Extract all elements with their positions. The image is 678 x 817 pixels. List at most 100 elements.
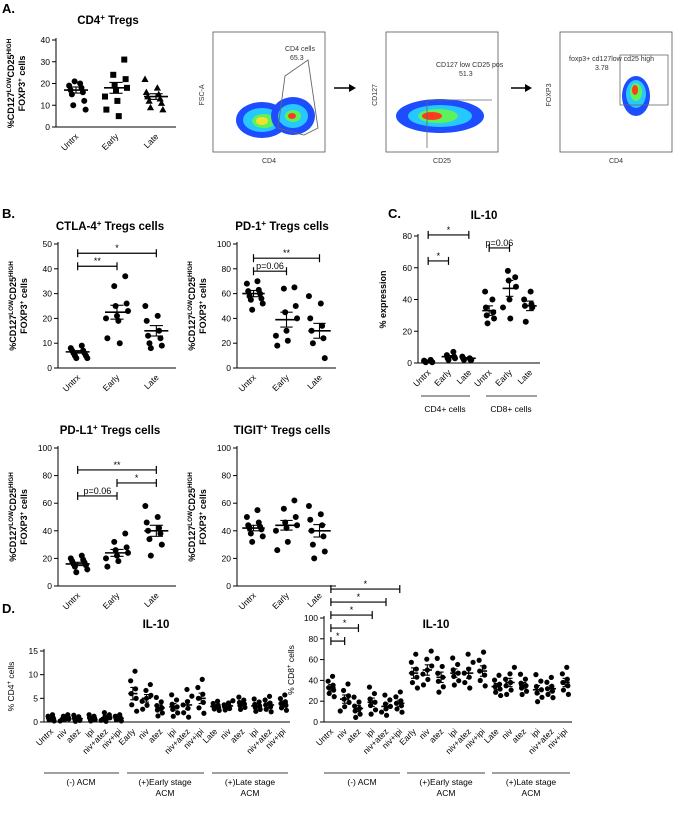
y-axis-label: %CD127LOWCD25HIGH: [8, 472, 19, 562]
data-point: [325, 678, 331, 684]
data-point: [305, 502, 312, 509]
chart-title: IL-10: [143, 619, 170, 631]
x-tick-label: Untrx: [61, 372, 83, 394]
data-point: [129, 702, 135, 708]
flow-plot-3-xlabel: CD4: [609, 158, 623, 165]
data-point: [317, 300, 324, 307]
data-point: [169, 692, 175, 698]
data-point: [311, 555, 318, 562]
data-point: [450, 348, 457, 355]
data-point: [142, 88, 150, 95]
data-point: [564, 664, 570, 670]
chart-A_cd4_tregs: CD4+ Tregs 0 10 20 30 40 %CD127LOWCD25HIGHFOXP…: [6, 13, 176, 153]
data-point: [451, 673, 457, 679]
y-tick-label: 40: [43, 264, 53, 274]
data-point: [366, 684, 373, 690]
flow-plot-1-ylabel: FSC-A: [199, 84, 206, 105]
flow-plot-3: FOXP3 CD4 foxp3+ cd127low cd25 high 3.78: [546, 31, 673, 165]
data-point: [201, 710, 207, 716]
y-tick-label: 60: [309, 655, 319, 665]
data-point: [184, 686, 190, 693]
data-point: [111, 82, 118, 89]
sig-label: *: [343, 618, 347, 628]
data-point: [482, 288, 489, 295]
group-label-late-right-1: (+)Late stage: [506, 777, 557, 787]
y-tick-label: 60: [222, 498, 232, 508]
y-tick-label: 80: [43, 471, 53, 481]
data-point: [477, 677, 483, 684]
data-point: [522, 676, 529, 682]
flow-plot-2-ylabel: CD127: [372, 84, 379, 106]
data-point: [337, 708, 343, 714]
x-tick-label: Early: [270, 590, 291, 611]
data-point: [102, 93, 108, 100]
y-tick-label: 100: [217, 443, 231, 453]
data-point: [284, 538, 291, 545]
data-point: [527, 288, 534, 295]
data-point: [368, 711, 374, 717]
data-point: [116, 340, 123, 347]
data-point: [115, 113, 122, 120]
x-tick-label: atez: [344, 726, 362, 744]
panel-label-c: C.: [388, 206, 401, 221]
data-point: [511, 664, 518, 670]
data-point: [122, 273, 129, 280]
data-point: [371, 690, 378, 697]
data-point: [146, 103, 155, 111]
data-point: [104, 335, 111, 342]
data-point: [387, 697, 393, 703]
data-point: [139, 698, 145, 704]
data-point: [434, 655, 440, 661]
flow-arrow-2: [511, 84, 532, 92]
data-point: [153, 84, 161, 91]
data-point: [132, 668, 138, 674]
data-point: [450, 655, 456, 661]
x-tick-label: Late: [305, 590, 324, 609]
data-point: [455, 661, 461, 668]
data-point: [185, 714, 192, 720]
data-point: [518, 685, 525, 691]
x-tick-label: atez: [64, 726, 82, 744]
data-point: [101, 709, 108, 716]
data-point: [103, 106, 110, 113]
data-point: [214, 698, 221, 704]
data-point: [352, 708, 358, 714]
y-tick-label: 40: [309, 675, 319, 685]
data-point: [462, 679, 468, 686]
data-point: [104, 563, 111, 570]
y-tick-label: 0: [47, 363, 52, 373]
data-point: [549, 683, 555, 689]
y-tick-label: 80: [403, 231, 413, 241]
y-tick-label: 5: [33, 693, 38, 703]
data-point: [294, 315, 301, 322]
x-tick-label: Untrx: [61, 590, 83, 612]
chart-title: IL-10: [423, 619, 450, 631]
data-point: [181, 710, 187, 716]
chart-B_pd1: PD-1+ Tregs cells 0 20 40 60 80 100 %CD127LOWCD…: [187, 219, 336, 394]
data-point: [134, 708, 140, 714]
data-point: [425, 676, 431, 683]
data-point: [158, 342, 165, 349]
x-tick-label: atez: [427, 726, 445, 744]
data-point: [292, 303, 299, 309]
group-label-late-right-2: ACM: [522, 788, 541, 798]
data-point: [489, 296, 496, 303]
y-tick-label: 0: [33, 717, 38, 727]
data-point: [245, 288, 252, 295]
data-point: [397, 689, 403, 695]
data-point: [346, 699, 352, 705]
y-tick-label: 30: [43, 289, 53, 299]
data-point: [428, 648, 434, 654]
y-axis-label-2: FOXP3+ cells: [198, 489, 209, 545]
data-point: [243, 514, 250, 520]
group-label-early-left-1: (+)Early stage: [138, 777, 191, 787]
data-point: [196, 705, 202, 711]
chart-title: CTLA-4+ Tregs cells: [56, 219, 164, 234]
data-point: [357, 711, 363, 717]
data-point: [103, 718, 109, 724]
flow-plot-2-gate-name: CD127 low CD25 pos: [436, 62, 504, 69]
y-tick-label: 40: [41, 35, 51, 45]
y-tick-label: 20: [43, 313, 53, 323]
data-point: [465, 651, 471, 657]
data-point: [216, 707, 222, 714]
